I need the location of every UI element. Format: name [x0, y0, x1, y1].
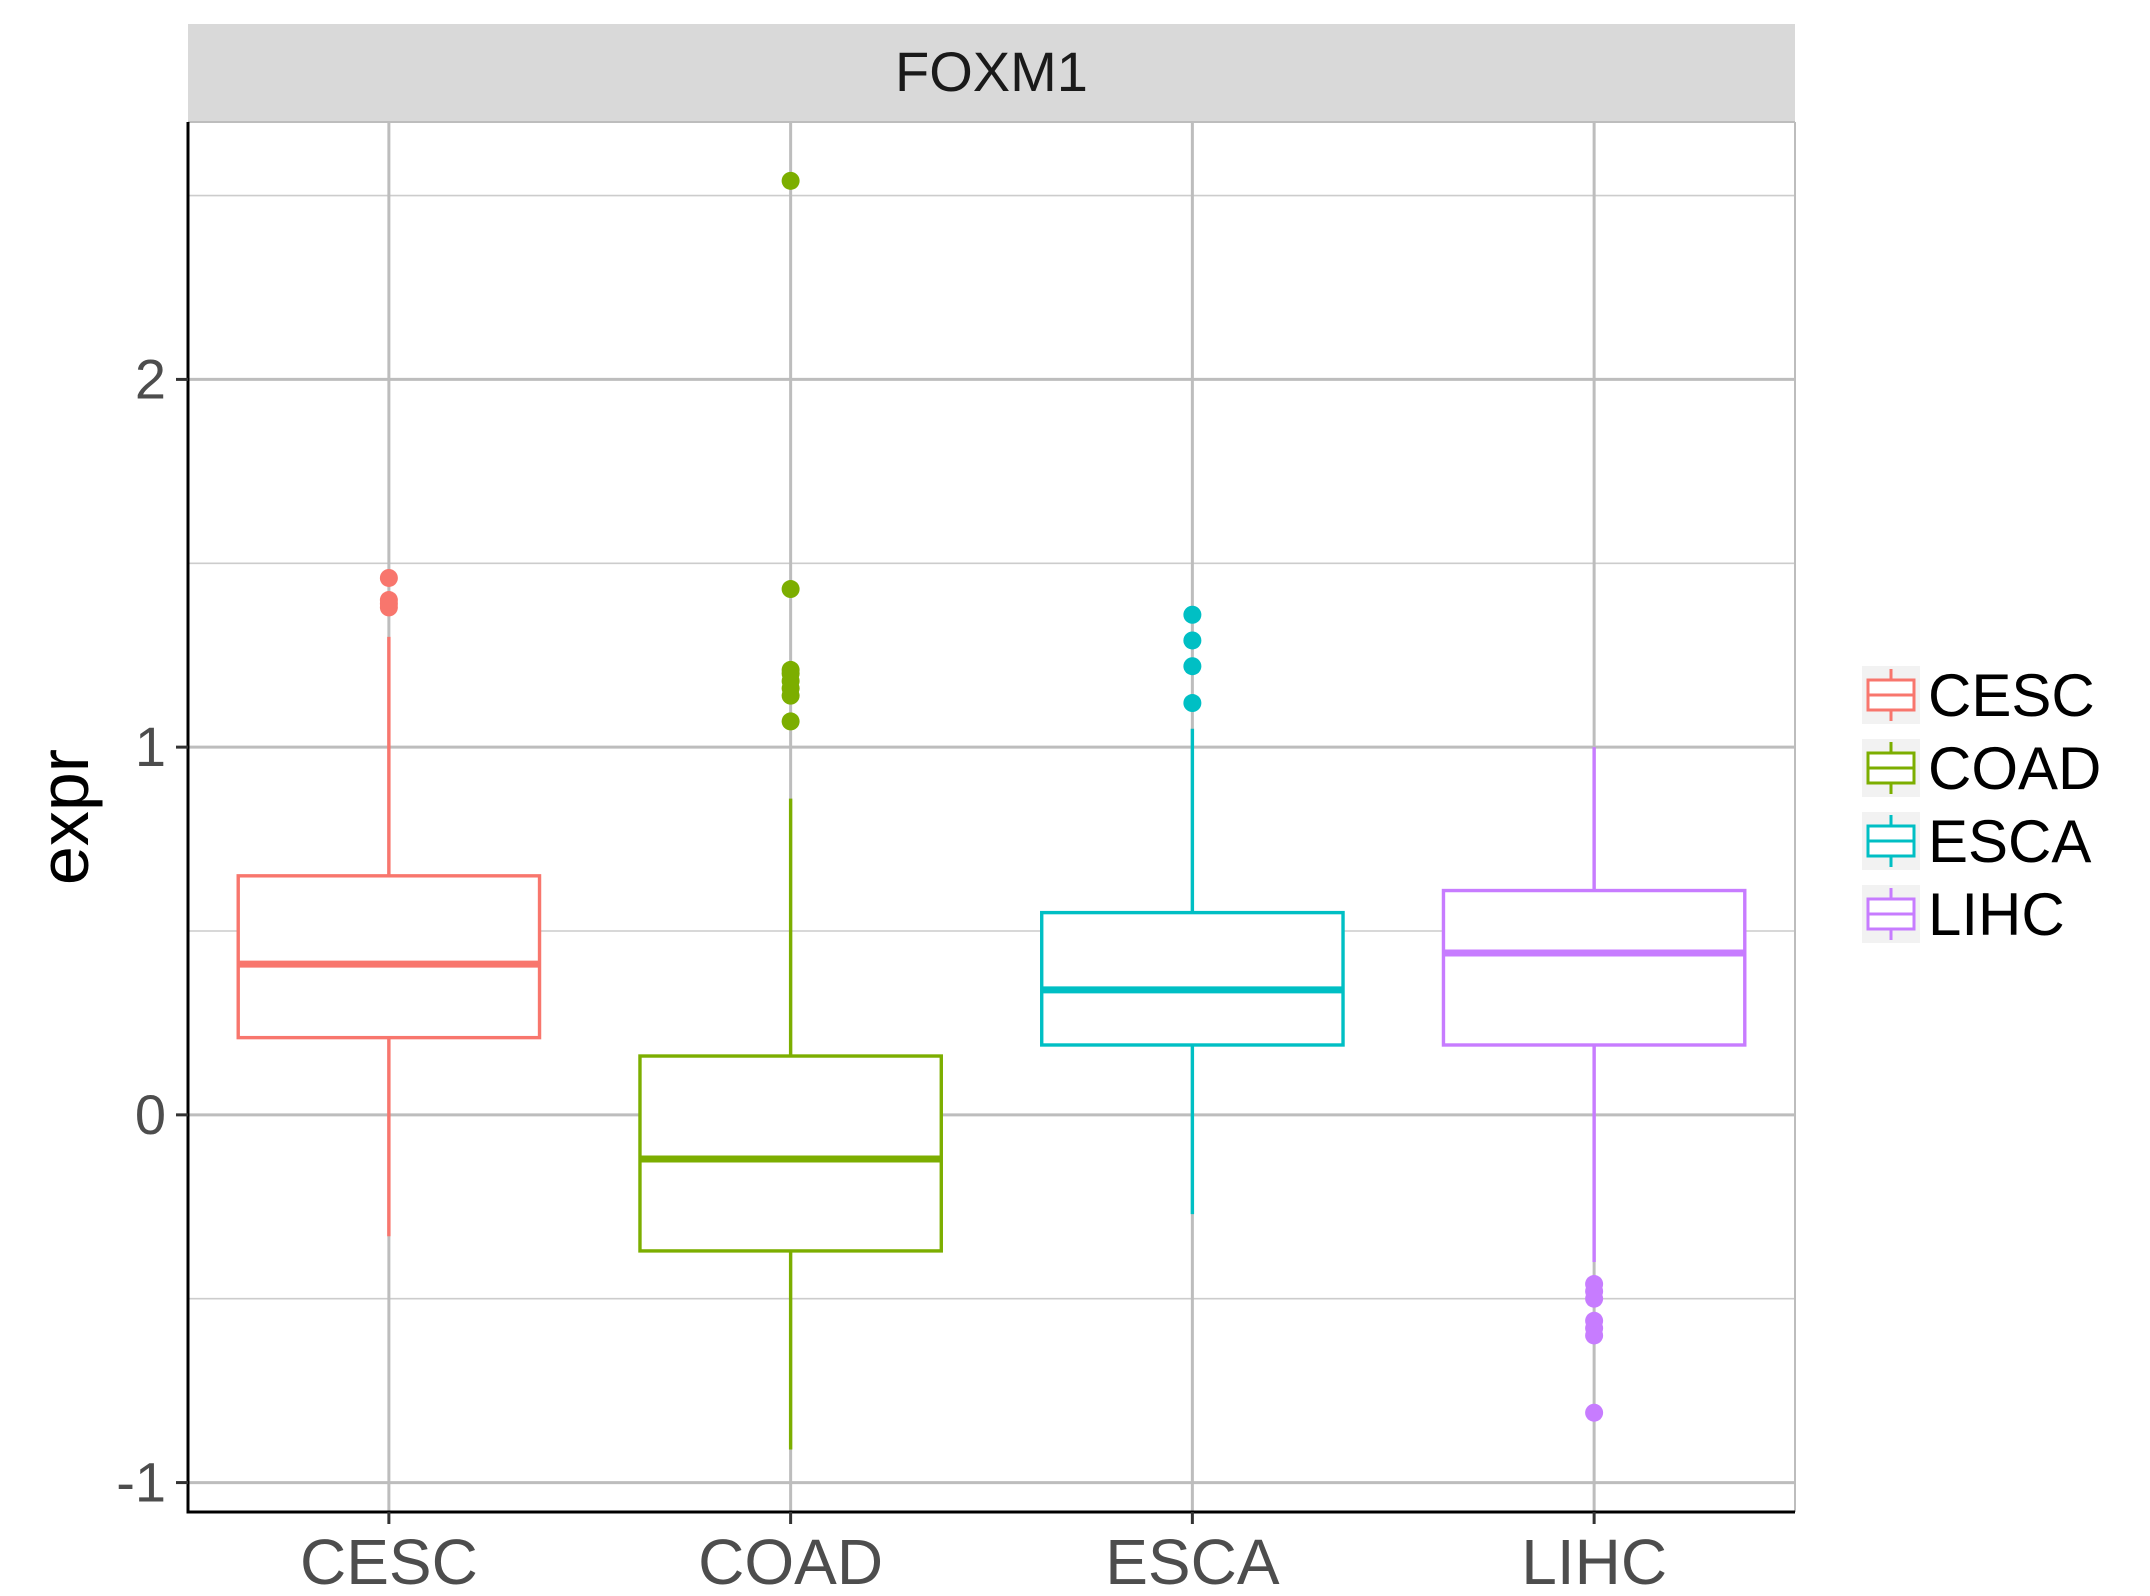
facet-strip: FOXM1 — [188, 24, 1795, 122]
y-tick-label: 1 — [135, 715, 166, 778]
legend-label: COAD — [1928, 735, 2101, 802]
legend-label: CESC — [1928, 662, 2095, 729]
outlier-point — [1183, 657, 1202, 676]
box-iqr — [1040, 910, 1345, 1047]
box-iqr — [236, 874, 542, 1040]
y-tick-label: 2 — [135, 347, 166, 410]
box-iqr — [1441, 888, 1747, 1047]
outlier-point — [379, 591, 398, 610]
outlier-point — [1183, 605, 1202, 624]
box-iqr — [638, 1054, 943, 1253]
x-tick-label: CESC — [300, 1526, 478, 1596]
boxes — [236, 171, 1747, 1450]
legend-label: ESCA — [1928, 808, 2091, 875]
outlier-point — [1585, 1403, 1604, 1422]
legend-item-cesc: CESC — [1862, 662, 2095, 729]
axes: -1 0 1 2 CESC COAD ESCA LIHC expr — [25, 122, 1795, 1596]
legend-item-coad: COAD — [1862, 735, 2101, 802]
box-lihc — [1441, 747, 1747, 1422]
y-tick-label: 0 — [135, 1083, 166, 1146]
legend-item-esca: ESCA — [1862, 808, 2091, 875]
legend-label: LIHC — [1928, 881, 2065, 948]
y-axis-title: expr — [25, 749, 103, 885]
legend-item-lihc: LIHC — [1862, 881, 2065, 948]
outlier-point — [1183, 694, 1202, 713]
y-tick-label: -1 — [116, 1451, 166, 1514]
x-tick-label: COAD — [698, 1526, 883, 1596]
outlier-point — [781, 660, 800, 679]
outlier-point — [1585, 1326, 1604, 1345]
box-cesc — [236, 568, 542, 1237]
outlier-point — [781, 580, 800, 599]
box-coad — [638, 171, 943, 1450]
outlier-point — [781, 171, 800, 190]
grid — [188, 121, 1796, 1512]
x-tick-label: LIHC — [1521, 1526, 1667, 1596]
facet-strip-label: FOXM1 — [895, 40, 1088, 103]
x-tick-label: ESCA — [1105, 1526, 1280, 1596]
outlier-point — [379, 568, 398, 587]
box-esca — [1040, 605, 1345, 1215]
outlier-point — [1183, 631, 1202, 650]
facet-strip-background — [188, 24, 1795, 122]
outlier-point — [1585, 1289, 1604, 1308]
outlier-point — [781, 712, 800, 731]
